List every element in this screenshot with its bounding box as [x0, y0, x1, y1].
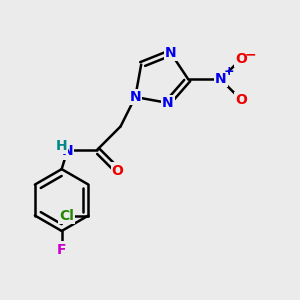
Text: Cl: Cl [59, 208, 74, 223]
Text: +: + [224, 64, 234, 78]
Text: O: O [235, 52, 247, 66]
Text: N: N [130, 90, 141, 104]
Text: N: N [162, 96, 173, 110]
Text: F: F [57, 242, 66, 256]
Text: O: O [235, 93, 247, 107]
Text: −: − [244, 47, 256, 61]
Text: N: N [215, 72, 226, 86]
Text: O: O [112, 164, 124, 178]
Text: N: N [165, 46, 176, 60]
Text: H: H [55, 140, 67, 154]
Text: N: N [62, 145, 74, 158]
